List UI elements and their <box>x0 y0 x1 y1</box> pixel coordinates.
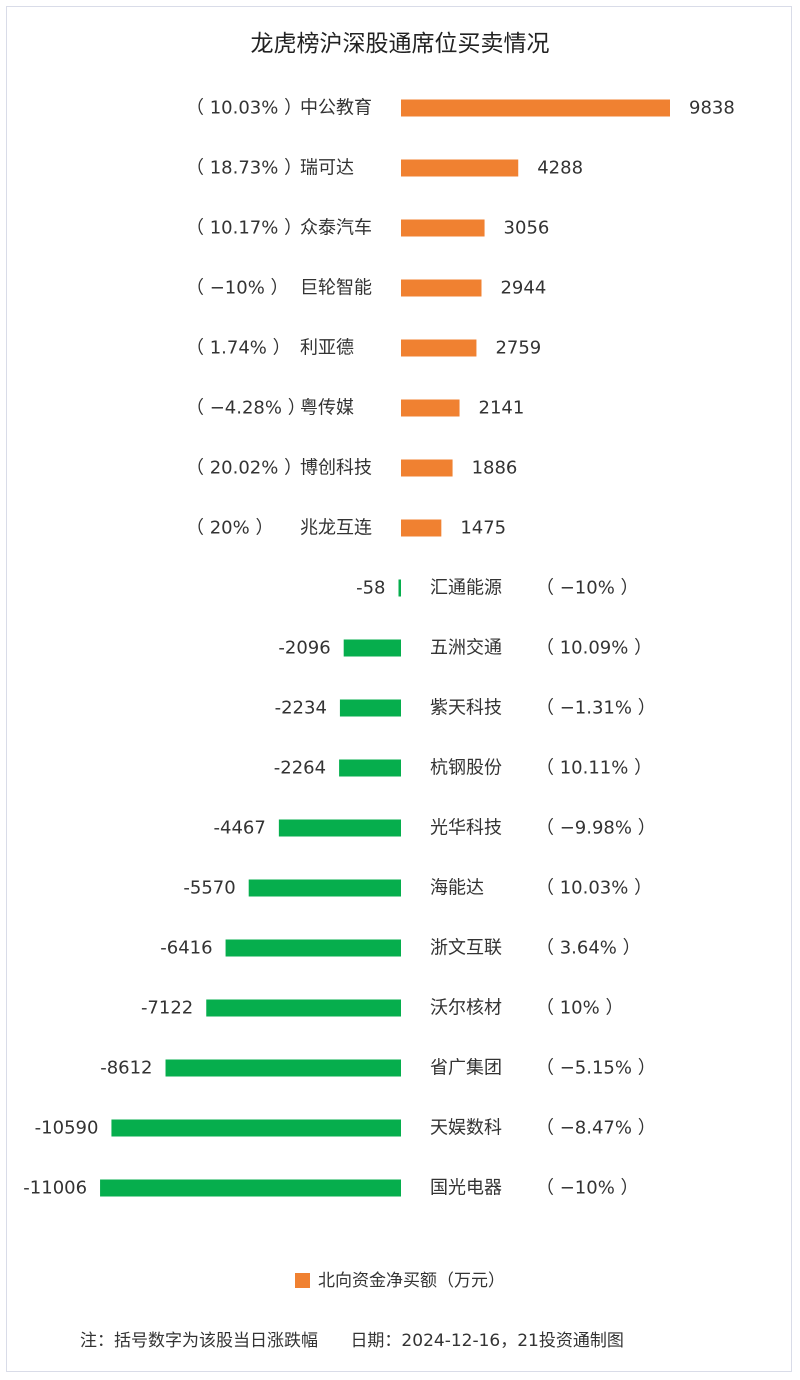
value-label: -8612 <box>100 1058 152 1079</box>
category-label: 杭钢股份 <box>430 758 502 779</box>
value-label: -5570 <box>183 878 235 899</box>
pct-change-label: （ 1.74% ） <box>186 338 291 359</box>
category-label: 浙文互联 <box>430 938 502 959</box>
category-label: 五洲交通 <box>430 638 502 659</box>
category-label: 众泰汽车 <box>300 218 372 239</box>
value-label: 4288 <box>537 158 583 179</box>
category-label: 光华科技 <box>430 818 502 839</box>
footer-date: 日期：2024-12-16，21投资通制图 <box>350 1331 624 1351</box>
category-label: 省广集团 <box>430 1058 502 1079</box>
category-label: 汇通能源 <box>430 578 502 599</box>
value-label: -7122 <box>141 998 193 1019</box>
category-label: 沃尔核材 <box>430 998 502 1019</box>
pct-change-label: （ 3.64% ） <box>536 938 641 959</box>
value-label: 2759 <box>495 338 541 359</box>
pct-change-label: （ 18.73% ） <box>186 158 302 179</box>
chart-title: 龙虎榜沪深股通席位买卖情况 <box>250 31 550 57</box>
pct-change-label: （ 20% ） <box>186 518 273 539</box>
value-label: 3056 <box>504 218 550 239</box>
value-label: -4467 <box>214 818 266 839</box>
bar <box>401 279 482 297</box>
bar <box>401 99 670 117</box>
pct-change-label: （ −10% ） <box>536 1178 639 1199</box>
chart-frame <box>6 6 792 1372</box>
pct-change-label: （ 20.02% ） <box>186 458 302 479</box>
bar <box>248 879 401 897</box>
pct-change-label: （ −1.31% ） <box>536 698 656 719</box>
pct-change-label: （ −8.47% ） <box>536 1118 656 1139</box>
value-label: -2096 <box>278 638 330 659</box>
category-label: 天娱数科 <box>430 1118 502 1139</box>
pct-change-label: （ −10% ） <box>536 578 639 599</box>
bar <box>343 639 401 657</box>
legend-label: 北向资金净买额（万元） <box>318 1271 505 1291</box>
pct-change-label: （ 10.03% ） <box>186 98 302 119</box>
pct-change-label: （ 10.11% ） <box>536 758 652 779</box>
legend: 北向资金净买额（万元） <box>0 1266 800 1291</box>
pct-change-label: （ 10.03% ） <box>536 878 652 899</box>
bar <box>401 159 519 177</box>
category-label: 巨轮智能 <box>300 278 372 299</box>
bar <box>206 999 401 1017</box>
bar <box>398 579 401 597</box>
value-label: -11006 <box>23 1178 87 1199</box>
value-label: 9838 <box>689 98 735 119</box>
value-label: -2234 <box>275 698 327 719</box>
category-label: 海能达 <box>430 878 484 899</box>
value-label: 1886 <box>472 458 518 479</box>
category-label: 兆龙互连 <box>300 518 372 539</box>
pct-change-label: （ −4.28% ） <box>186 398 306 419</box>
value-label: -2264 <box>274 758 326 779</box>
category-label: 国光电器 <box>430 1178 502 1199</box>
category-label: 紫天科技 <box>430 698 502 719</box>
bar <box>401 399 460 417</box>
bar <box>401 459 453 477</box>
value-label: -58 <box>356 578 385 599</box>
bar <box>111 1119 401 1137</box>
category-label: 利亚德 <box>300 338 354 359</box>
bar <box>225 939 401 957</box>
category-label: 中公教育 <box>300 98 372 119</box>
value-label: 2141 <box>479 398 525 419</box>
category-label: 博创科技 <box>300 458 372 479</box>
pct-change-label: （ −9.98% ） <box>536 818 656 839</box>
pct-change-label: （ 10.17% ） <box>186 218 302 239</box>
bar <box>401 219 485 237</box>
bar <box>401 519 442 537</box>
bar <box>278 819 401 837</box>
bar <box>401 339 477 357</box>
category-label: 粤传媒 <box>300 398 354 419</box>
value-label: -6416 <box>160 938 212 959</box>
bar <box>339 699 401 717</box>
value-label: -10590 <box>35 1118 99 1139</box>
pct-change-label: （ 10% ） <box>536 998 623 1019</box>
bar <box>100 1179 402 1197</box>
pct-change-label: （ −10% ） <box>186 278 289 299</box>
footer: 注：括号数字为该股当日涨跌幅 日期：2024-12-16，21投资通制图 <box>80 1326 624 1351</box>
legend-swatch <box>295 1273 310 1288</box>
value-label: 2944 <box>500 278 546 299</box>
pct-change-label: （ 10.09% ） <box>536 638 652 659</box>
value-label: 1475 <box>460 518 506 539</box>
category-label: 瑞可达 <box>300 158 354 179</box>
footer-note: 注：括号数字为该股当日涨跌幅 <box>80 1331 318 1351</box>
bar <box>165 1059 401 1077</box>
bar <box>339 759 401 777</box>
pct-change-label: （ −5.15% ） <box>536 1058 656 1079</box>
